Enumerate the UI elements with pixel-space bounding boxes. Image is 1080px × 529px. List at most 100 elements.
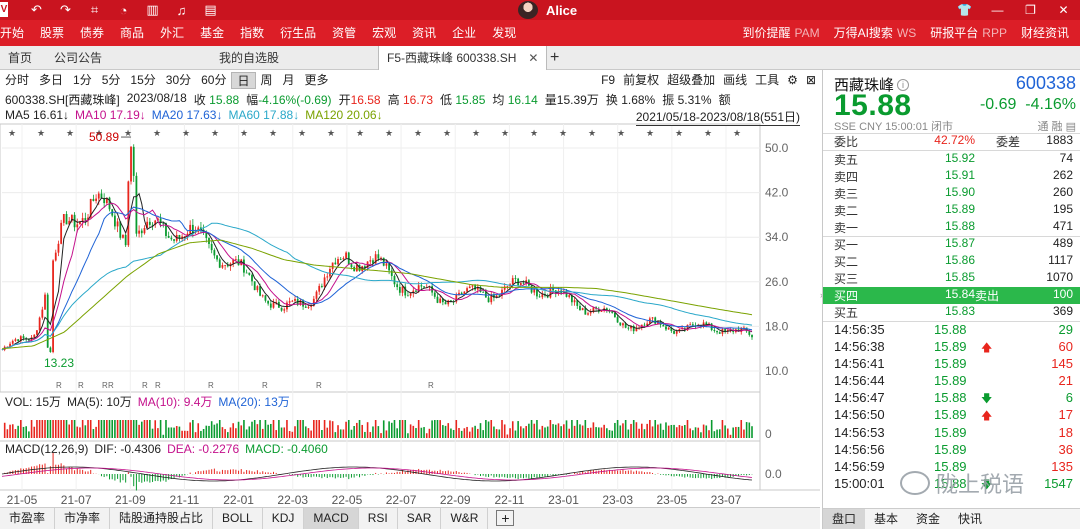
menu-item[interactable]: 宏观: [372, 26, 397, 40]
period-button[interactable]: 15分: [130, 72, 156, 87]
tab-stock-600338[interactable]: F5-西藏珠峰 600338.SH ✕: [378, 46, 548, 70]
chart-tool-button[interactable]: F9: [601, 72, 616, 87]
close-chart-icon[interactable]: ⊠: [805, 72, 816, 87]
back-icon[interactable]: ↶: [31, 2, 42, 17]
menu-item[interactable]: 基金: [200, 26, 225, 40]
minimize-icon[interactable]: —: [991, 3, 1004, 17]
indicator-tab[interactable]: BOLL: [213, 508, 263, 529]
indicator-tab[interactable]: SAR: [398, 508, 442, 529]
volume-bar-down: [450, 428, 452, 438]
ask-row[interactable]: 卖四 15.91 262: [823, 168, 1080, 185]
chart-area[interactable]: 50.0 42.0 34.0 26.0 18.0 10.0 21-05 21-07 21-09 2…: [0, 70, 820, 507]
period-button[interactable]: 日: [231, 71, 256, 89]
period-button[interactable]: 60分: [201, 72, 227, 87]
username[interactable]: Alice: [546, 2, 578, 18]
panel-tab[interactable]: 快讯: [958, 512, 983, 526]
menu-item[interactable]: 资讯: [412, 26, 437, 40]
period-button[interactable]: 周: [260, 72, 273, 87]
indicator-tab[interactable]: MACD: [304, 508, 359, 529]
period-button[interactable]: 1分: [73, 72, 92, 87]
volume-bar-up: [89, 420, 92, 438]
period-button[interactable]: 月: [282, 72, 295, 87]
doc-icon[interactable]: ▤: [204, 2, 217, 17]
menu-item[interactable]: 资管: [332, 26, 357, 40]
date-range-selector[interactable]: 2021/05/18-2023/08/18(551日): [635, 110, 800, 126]
volume-bar-down: [692, 430, 694, 438]
tab-home[interactable]: 首页: [0, 46, 32, 70]
tick-row: 15:00:01 15.88 🡇 1547: [823, 476, 1080, 493]
candle-up: [468, 286, 471, 289]
layout-icon[interactable]: ▥: [146, 2, 159, 17]
ask-row[interactable]: 卖二 15.89 195: [823, 202, 1080, 219]
menu-item[interactable]: 衍生品: [280, 26, 317, 40]
bid-row[interactable]: 买五 15.83 369: [823, 304, 1080, 321]
chat-icon[interactable]: ◔: [119, 2, 128, 18]
candle-down: [65, 214, 68, 225]
menu-item[interactable]: 企业: [452, 26, 477, 40]
menu-item[interactable]: 发现: [492, 26, 517, 40]
app-logo[interactable]: V: [0, 2, 8, 17]
restore-icon[interactable]: ❐: [1025, 3, 1036, 17]
tab-watchlist[interactable]: 我的自选股: [219, 46, 279, 70]
chart-tool-button[interactable]: 画线: [723, 72, 748, 87]
panel-tab[interactable]: 资金: [916, 512, 941, 526]
ask-row[interactable]: 卖三 15.90 260: [823, 185, 1080, 202]
candle-up: [291, 300, 294, 302]
bid-row[interactable]: 买四 15.84 卖出 100: [823, 286, 1080, 304]
ask-row[interactable]: 卖一 15.88 471: [823, 219, 1080, 236]
market-meta: SSE CNY 15:00:01 闭市: [834, 121, 954, 133]
menu-item[interactable]: 指数: [240, 26, 265, 40]
period-button[interactable]: 多日: [39, 72, 64, 87]
new-tab-button[interactable]: +: [550, 49, 560, 66]
candle-down: [49, 347, 52, 353]
period-button[interactable]: 更多: [304, 72, 329, 87]
skin-icon[interactable]: 👕: [957, 3, 972, 17]
close-icon[interactable]: ✕: [1058, 3, 1069, 17]
candle-down: [178, 235, 181, 239]
indicator-tab[interactable]: 市净率: [55, 508, 111, 529]
period-button[interactable]: 5分: [101, 72, 121, 87]
bell-icon[interactable]: ♫: [176, 2, 187, 18]
menu-item[interactable]: 开始: [0, 26, 25, 40]
indicator-tab[interactable]: 市盈率: [0, 508, 56, 529]
crop-icon[interactable]: ⌗: [90, 2, 99, 17]
quick-link[interactable]: 万得AI搜索 WS: [827, 20, 924, 46]
volume-bar-up: [568, 428, 571, 438]
bid-row[interactable]: 买三 15.85 1070: [823, 270, 1080, 287]
panel-tab[interactable]: 基本: [874, 512, 899, 526]
panel-tab[interactable]: 盘口: [823, 509, 866, 529]
menu-item[interactable]: 债券: [80, 26, 105, 40]
forward-icon[interactable]: ↷: [60, 2, 71, 17]
chart-tool-button[interactable]: 工具: [755, 72, 780, 87]
indicator-tab[interactable]: KDJ: [263, 508, 305, 529]
period-button[interactable]: 30分: [165, 72, 192, 87]
ask-row[interactable]: 卖五 15.92 74: [823, 151, 1080, 168]
candle-up: [60, 222, 63, 244]
chart-tool-button[interactable]: 前复权: [623, 72, 660, 87]
quick-link[interactable]: 研报平台 RPP: [923, 20, 1014, 46]
quote-avg: 均 16.14: [492, 91, 537, 107]
quick-link[interactable]: 到价提醒 PAM: [735, 20, 826, 46]
indicator-tab[interactable]: 陆股通持股占比: [110, 508, 214, 529]
avatar[interactable]: [518, 1, 538, 19]
indicator-tab[interactable]: W&R: [441, 508, 489, 529]
kline-chart[interactable]: 50.0 42.0 34.0 26.0 18.0 10.0 21-05 21-07 21-09 2…: [0, 70, 820, 507]
level-price: 15.88: [944, 218, 975, 233]
quick-link[interactable]: 财经资讯: [1014, 20, 1080, 46]
volume-bar-down: [415, 428, 417, 438]
add-indicator-button[interactable]: +: [496, 510, 515, 526]
settings-icon[interactable]: ⚙: [787, 72, 798, 87]
bid-row[interactable]: 买一 15.87 489: [823, 236, 1080, 253]
indicator-tab[interactable]: RSI: [359, 508, 398, 529]
info-icon[interactable]: i: [897, 79, 910, 91]
chart-tool-button[interactable]: 超级叠加: [667, 72, 716, 87]
bid-row[interactable]: 买二 15.86 1117: [823, 253, 1080, 270]
tab-announcements[interactable]: 公司公告: [54, 46, 102, 70]
menu-item[interactable]: 商品: [120, 26, 145, 40]
tab-close-icon[interactable]: ✕: [528, 51, 539, 65]
menu-item[interactable]: 股票: [40, 26, 65, 40]
menu-item[interactable]: 外汇: [160, 26, 185, 40]
candle-down: [17, 339, 20, 342]
period-button[interactable]: 分时: [5, 72, 30, 87]
user-account[interactable]: Alice: [518, 0, 577, 20]
